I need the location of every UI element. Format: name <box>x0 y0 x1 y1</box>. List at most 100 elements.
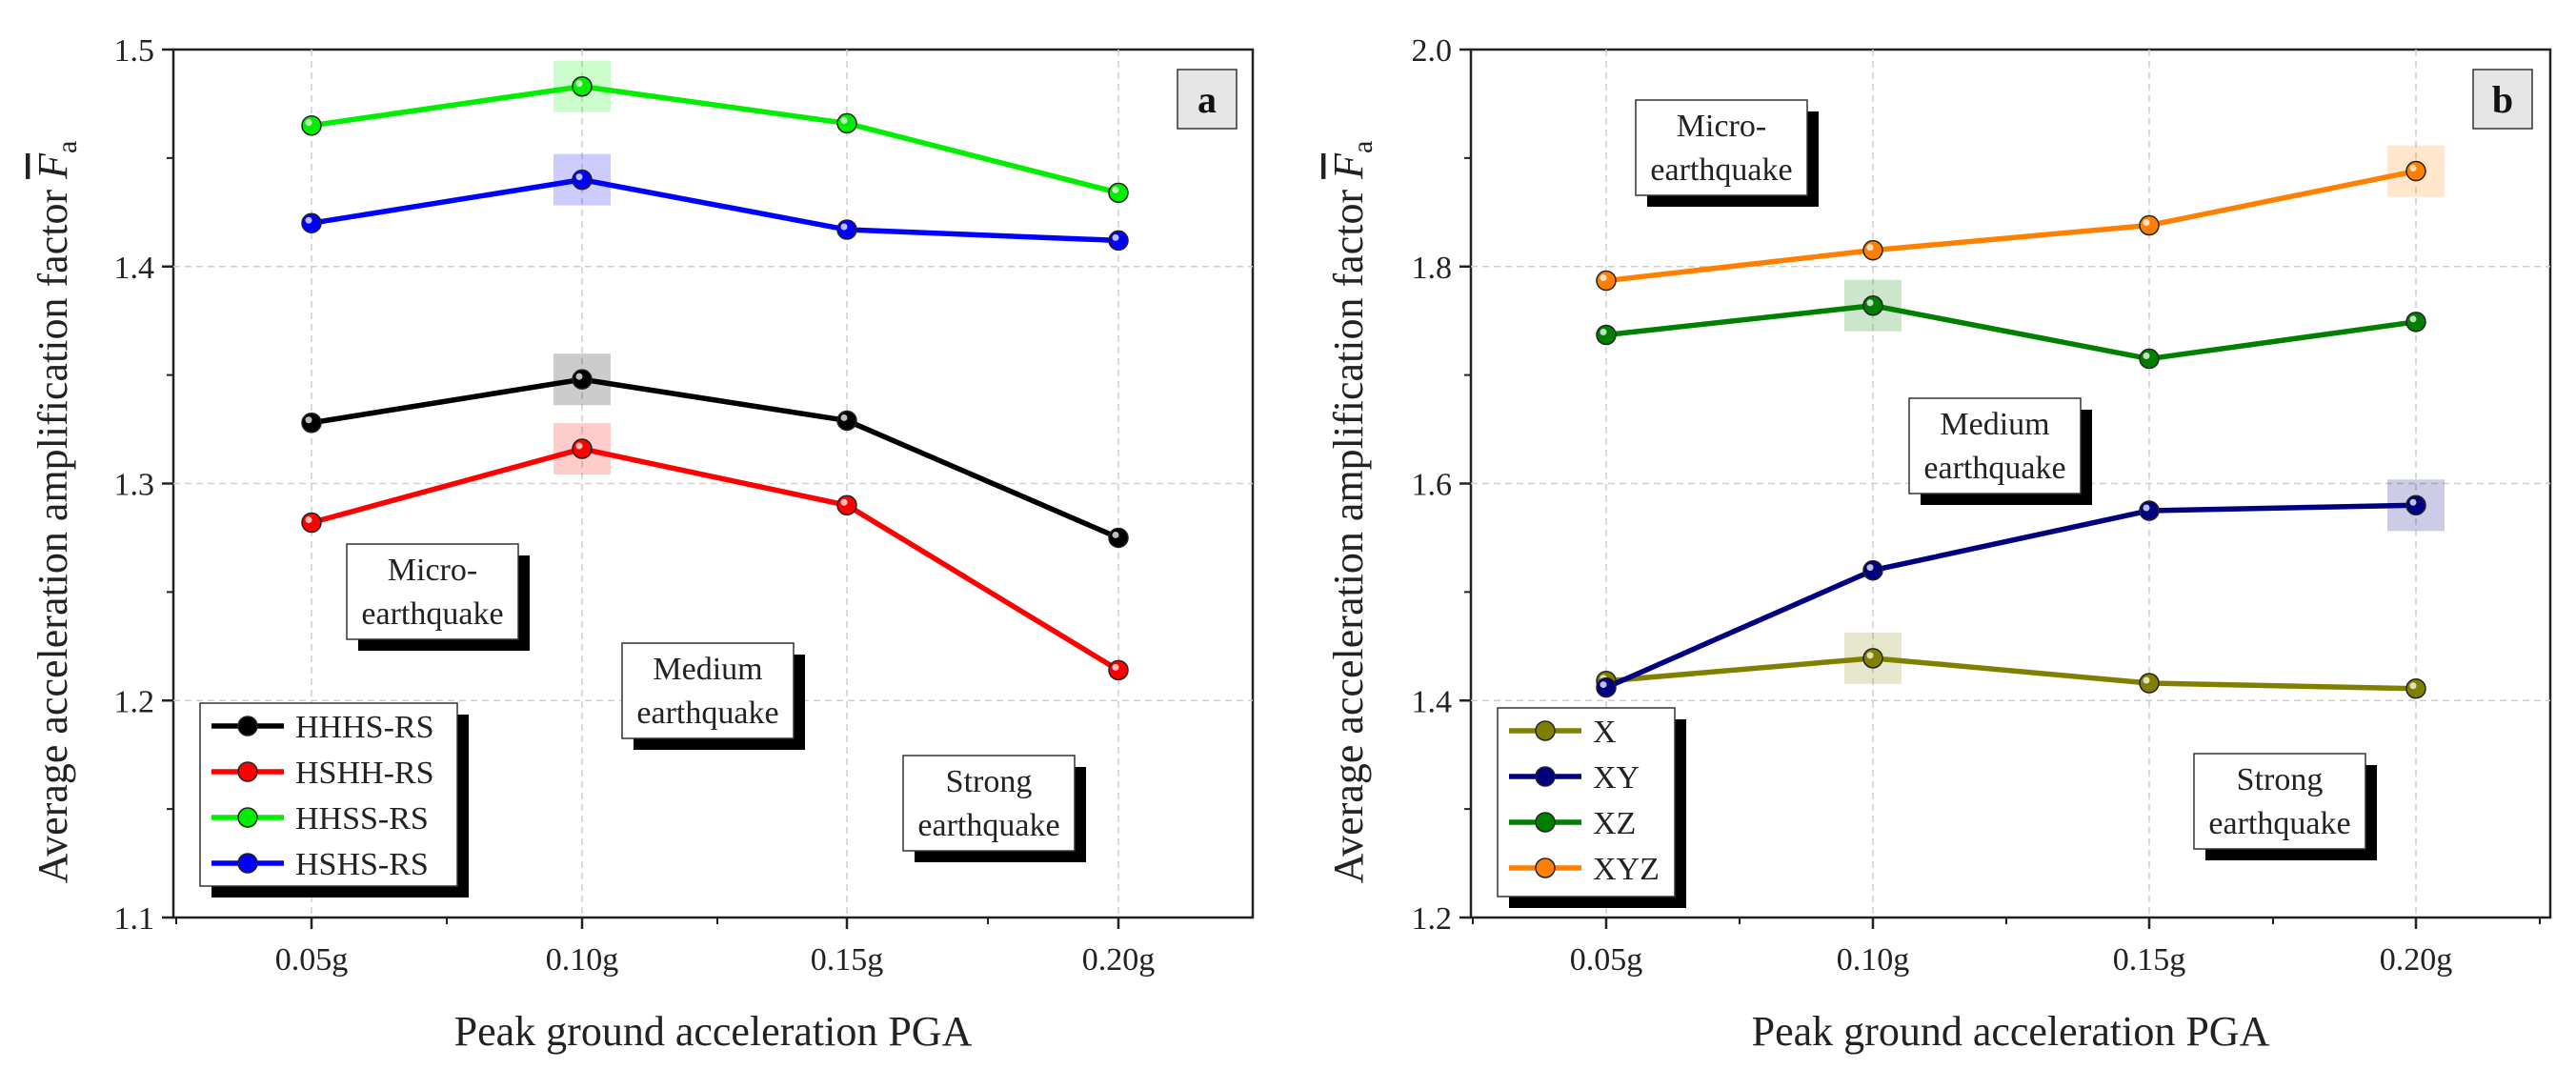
data-point-shine <box>575 173 583 181</box>
y-tick-label: 2.0 <box>1412 33 1453 69</box>
y-axis-title-subscript: a <box>1347 141 1379 153</box>
y-axis-title-symbol: F <box>30 152 76 180</box>
data-point-shine <box>840 116 848 124</box>
legend-swatch-marker <box>237 807 258 828</box>
annotation-line: Micro- <box>1677 109 1766 144</box>
legend-swatch-marker <box>237 761 258 782</box>
legend-swatch-marker <box>1535 812 1556 833</box>
data-point <box>572 169 593 191</box>
annotation-frame <box>902 755 1076 852</box>
legend-label: HSHS-RS <box>295 847 429 882</box>
data-point <box>301 412 322 434</box>
data-point-shine <box>1866 299 1874 307</box>
data-point <box>836 494 857 516</box>
panel-label: b <box>2492 78 2513 121</box>
x-axis-title: Peak ground acceleration PGA <box>1752 1008 2270 1055</box>
data-point-shine <box>1112 233 1119 241</box>
series-line <box>1605 656 2417 692</box>
legend-label: XYZ <box>1593 852 1660 887</box>
data-point <box>301 212 322 233</box>
x-tick-label: 0.05g <box>275 942 349 978</box>
annotation-line: earthquake <box>1923 451 2065 486</box>
data-point <box>572 438 593 459</box>
annotation-frame <box>346 543 519 640</box>
series-line <box>1604 502 2417 691</box>
series-line <box>311 83 1119 195</box>
data-point <box>2139 348 2160 370</box>
data-point-shine <box>575 373 583 380</box>
data-point <box>1108 182 1129 204</box>
annotation-frame <box>1635 99 1808 196</box>
legend: X XY XZ XYZ <box>1497 707 1686 908</box>
data-point <box>301 512 322 534</box>
legend-label: XY <box>1593 760 1640 796</box>
panel-b-chart: 1.2 1.4 1.6 1.8 2.0 0.05g 0.10g 0.15g 0.20g Peak … <box>1325 33 2552 1055</box>
data-point-shine <box>1600 681 1607 689</box>
x-tick-label: 0.20g <box>2380 942 2453 978</box>
y-tick-label: 1.1 <box>114 901 155 937</box>
annotation-box: Micro-earthquake <box>1635 99 1819 207</box>
data-point <box>1108 230 1129 252</box>
x-tick-label: 0.15g <box>811 942 884 978</box>
data-point <box>2139 500 2160 521</box>
data-point <box>2405 312 2426 333</box>
data-point-shine <box>575 80 583 88</box>
annotation-frame <box>2193 753 2366 850</box>
data-point-shine <box>2143 353 2150 360</box>
data-point <box>572 75 593 97</box>
data-point-shine <box>840 498 848 506</box>
y-tick-label: 1.2 <box>114 684 155 719</box>
data-point-shine <box>305 216 312 224</box>
annotation-frame <box>1908 397 2082 494</box>
data-point-shine <box>575 442 583 450</box>
data-point <box>301 114 322 136</box>
data-point-shine <box>840 413 848 421</box>
series-line <box>1605 168 2417 284</box>
legend: HHHS-RS HSHH-RS HHSS-RS HSHS-RS <box>199 702 469 898</box>
legend-swatch-marker <box>1535 720 1556 741</box>
data-point-shine <box>1112 531 1119 538</box>
legend-swatch-marker <box>237 853 258 874</box>
data-point-shine <box>2409 165 2417 172</box>
annotation-line: earthquake <box>636 696 778 731</box>
y-tick-label: 1.3 <box>114 468 155 503</box>
data-point-shine <box>1866 244 1874 252</box>
legend-swatch-marker <box>1535 766 1556 787</box>
panel-label-box <box>2472 69 2533 130</box>
data-point-shine <box>1600 328 1607 335</box>
legend-swatch-marker <box>1535 857 1556 878</box>
annotation-line: earthquake <box>2208 806 2350 841</box>
data-point-shine <box>305 416 312 424</box>
panel-label-box <box>1177 69 1238 130</box>
y-axis-title-main: Average acceleration amplification facto… <box>1325 179 1372 883</box>
data-point-shine <box>1112 663 1119 671</box>
y-tick-label: 1.6 <box>1412 468 1453 503</box>
panel-a-chart: 1.1 1.2 1.3 1.4 1.5 0.05g 0.10g 0.15g 0.20g Peak … <box>30 33 1255 1055</box>
x-tick-label: 0.15g <box>2113 942 2186 978</box>
annotation-frame <box>621 642 795 739</box>
data-point <box>1862 648 1883 669</box>
panel-label: a <box>1197 78 1217 121</box>
data-point <box>1862 559 1883 581</box>
data-point <box>572 369 593 390</box>
y-tick-label: 1.5 <box>114 33 155 69</box>
annotation-box: Medium earthquake <box>621 642 805 750</box>
series-line <box>311 446 1120 673</box>
x-tick-label: 0.10g <box>546 942 619 978</box>
legend-label: XZ <box>1593 806 1636 841</box>
annotation-line: Strong <box>2237 762 2324 797</box>
data-point <box>1596 676 1617 698</box>
y-axis-title-subscript: a <box>51 141 83 153</box>
data-point <box>1108 527 1129 549</box>
y-axis-title: Average acceleration amplification facto… <box>1325 141 1379 884</box>
y-axis-title-symbol: F <box>1325 152 1372 180</box>
data-point-shine <box>1866 564 1874 572</box>
annotation-box: Medium earthquake <box>1908 397 2092 505</box>
legend-label: HHHS-RS <box>295 710 433 745</box>
data-point-shine <box>840 223 848 231</box>
data-point-shine <box>305 119 312 127</box>
data-point <box>1108 659 1129 681</box>
data-point <box>836 410 857 432</box>
y-tick-label: 1.8 <box>1412 251 1453 286</box>
